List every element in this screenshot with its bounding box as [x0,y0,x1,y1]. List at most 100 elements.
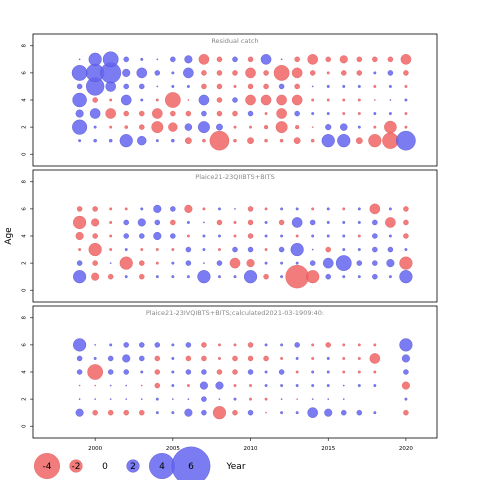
bubble [373,384,377,387]
bubble [342,357,346,360]
bubble [311,357,315,360]
bubble [109,234,113,238]
bubble [326,98,330,102]
bubble [233,384,237,387]
bubble [198,94,210,106]
bubble [76,260,83,266]
bubble [78,384,81,387]
bubble [265,411,267,414]
bubble [153,204,162,213]
bubble [109,221,113,224]
bubble [186,384,190,387]
bubble [263,70,269,76]
bubble [264,384,268,387]
x-tick-label: 2005 [166,446,180,452]
legend-bubble [171,446,211,480]
bubble [339,55,348,64]
bubble [155,275,159,279]
bubble [171,384,175,387]
bubble [171,248,175,251]
bubble [216,369,223,375]
y-tick-label: 6 [22,207,28,211]
bubble [356,70,363,76]
bubble [396,130,416,151]
bubble [357,370,361,374]
bubble [243,270,258,284]
bubble [122,68,131,77]
bubble [137,218,146,227]
bubble [276,108,287,119]
bubble [201,342,207,348]
y-tick-label: 0 [22,152,28,156]
bubble [94,384,96,387]
bubble [233,275,237,279]
bubble [171,138,175,143]
bubble [263,355,269,362]
bubble [280,275,284,279]
bubble [247,355,254,362]
bubble [247,246,254,253]
bubble [123,110,129,117]
bubble [295,357,299,360]
bubble [245,94,256,106]
bubble [123,409,129,416]
bubble [109,248,113,251]
bubble [140,57,144,61]
bubble [309,70,316,76]
bubble [374,99,376,101]
bubble [326,234,330,238]
bubble [92,409,98,416]
bubble [399,270,413,284]
bubble [233,221,237,224]
bubble [342,85,346,88]
bubble [78,139,82,143]
legend-bubble [126,459,140,473]
bubble [264,112,268,115]
y-tick-label: 4 [22,98,28,102]
bubble [73,338,87,352]
bubble [170,219,176,226]
bubble [232,355,238,362]
bubble [387,56,394,63]
bubble [218,234,221,238]
bubble [246,259,255,268]
bubble [285,264,309,289]
bubble [357,125,361,129]
bubble [278,246,285,253]
bubble [369,353,381,364]
bubble [326,221,330,224]
bubble [72,119,88,135]
bubble [247,233,254,239]
bubble [325,342,331,348]
bubble [373,71,377,75]
bubble [156,85,159,88]
bubble [295,411,299,415]
bubble [404,85,408,88]
bubble [372,56,378,63]
bubble [109,98,113,102]
y-tick-label: 0 [22,424,28,428]
bubble [186,234,190,238]
bubble [311,98,315,102]
bubble [341,409,347,416]
bubble [171,411,175,415]
bubble [357,248,361,251]
bubble [357,112,361,115]
bubble [247,342,254,348]
legend-label: -4 [43,462,52,472]
bubble [198,121,210,134]
bubble [401,354,410,363]
bubble [218,398,221,400]
bubble [295,125,300,130]
bubble [140,398,143,400]
bubble [233,234,237,238]
bubble [372,273,378,280]
bubble [109,384,112,387]
bubble [140,207,144,211]
bubble [152,108,163,119]
bubble [294,83,300,90]
bubble [280,398,283,400]
bubble [263,83,269,90]
bubble [154,369,161,375]
bubble [125,384,128,387]
